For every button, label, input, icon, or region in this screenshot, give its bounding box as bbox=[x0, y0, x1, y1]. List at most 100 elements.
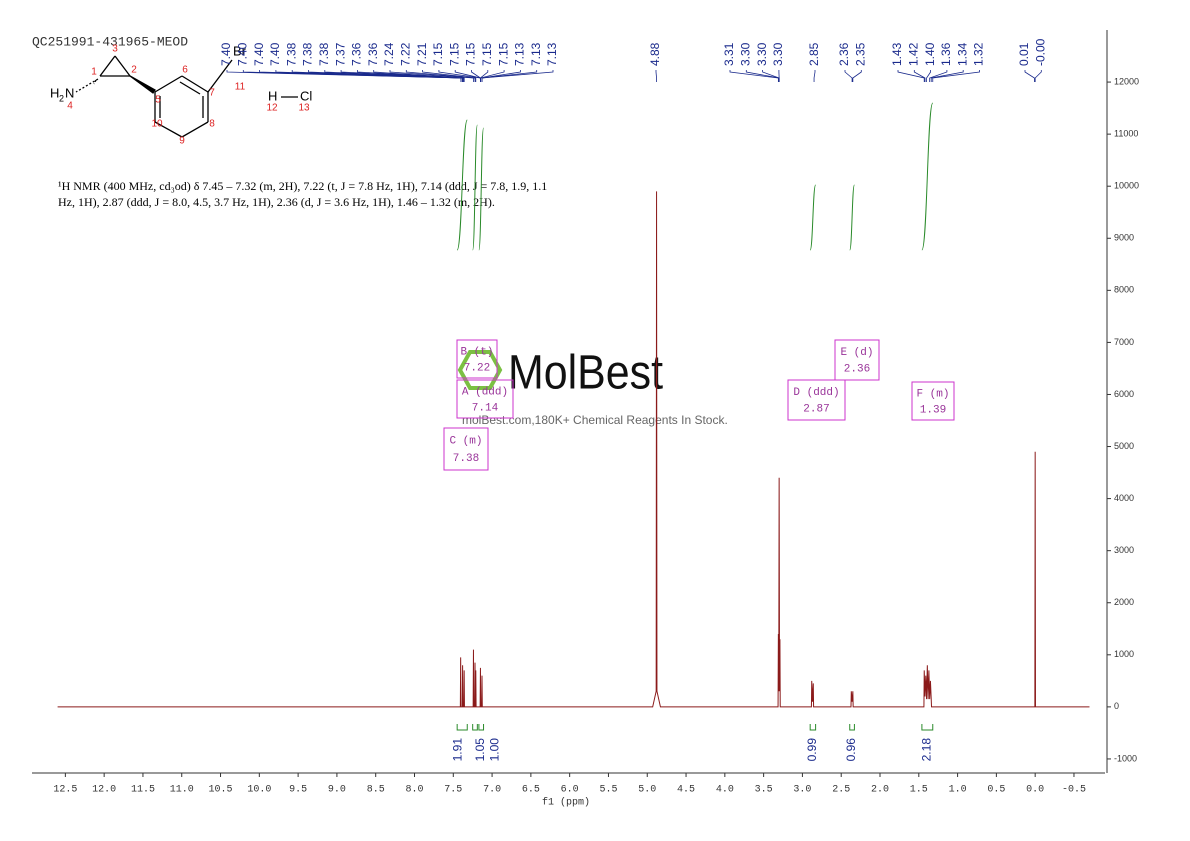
peak-connector bbox=[926, 70, 931, 82]
peak-label: 1.34 bbox=[955, 42, 969, 66]
peak-connector bbox=[932, 70, 980, 82]
atom-label: Br bbox=[233, 43, 247, 58]
atom-number: 5 bbox=[155, 95, 161, 106]
peak-label: 2.36 bbox=[837, 42, 851, 66]
multiplet-box bbox=[456, 379, 514, 419]
peak-label: 1.42 bbox=[906, 42, 920, 66]
peak-connector bbox=[897, 70, 925, 82]
y-tick-label: 6000 bbox=[1114, 389, 1134, 399]
multiplet-shift: 2.87 bbox=[803, 404, 829, 416]
structure bbox=[75, 55, 298, 138]
peak-connector bbox=[373, 70, 465, 82]
peak-connector bbox=[324, 70, 463, 82]
x-tick-label: 11.5 bbox=[131, 785, 155, 796]
y-tick-label: -1000 bbox=[1114, 753, 1137, 763]
atom-number: 1 bbox=[91, 67, 97, 78]
peak-connector bbox=[729, 70, 779, 82]
peak-connector bbox=[480, 70, 489, 82]
x-tick-label: 9.5 bbox=[289, 785, 307, 796]
peak-label: 3.30 bbox=[755, 42, 769, 66]
atom-label: H bbox=[268, 88, 277, 103]
x-tick-label: 2.0 bbox=[871, 785, 889, 796]
y-tick-label: 5000 bbox=[1114, 441, 1134, 451]
peak-label: 7.36 bbox=[350, 42, 364, 66]
peak-label: 2.85 bbox=[807, 42, 821, 66]
x-tick-label: 3.5 bbox=[755, 785, 773, 796]
multiplet-shift: 1.39 bbox=[920, 404, 946, 416]
x-tick-label: 7.5 bbox=[444, 785, 462, 796]
peak-connector bbox=[813, 70, 816, 82]
y-tick-label: 10000 bbox=[1114, 181, 1139, 191]
x-tick-label: 9.0 bbox=[328, 785, 346, 796]
integral-label: 0.99 bbox=[805, 738, 819, 762]
description-line: Hz, 1H), 2.87 (ddd, J = 8.0, 4.5, 3.7 Hz… bbox=[58, 195, 495, 209]
y-tick-label: 8000 bbox=[1114, 285, 1134, 295]
peak-connector bbox=[389, 70, 474, 82]
peak-label: 0.01 bbox=[1017, 42, 1031, 66]
peak-label: 7.13 bbox=[545, 42, 559, 66]
peak-label: 7.24 bbox=[382, 42, 396, 66]
peak-label: 7.15 bbox=[464, 42, 478, 66]
peak-label: 4.88 bbox=[648, 42, 662, 66]
atom-number: 11 bbox=[235, 82, 246, 93]
atom-number: 3 bbox=[112, 44, 118, 55]
y-tick-label: 9000 bbox=[1114, 233, 1134, 243]
atom-label: H bbox=[50, 85, 59, 100]
y-tick-label: 0 bbox=[1114, 701, 1119, 711]
multiplet-name: B (t) bbox=[460, 346, 493, 358]
multiplet-shift: 2.36 bbox=[844, 364, 870, 376]
multiplet-name: F (m) bbox=[916, 388, 949, 400]
peak-connector bbox=[405, 70, 476, 82]
peak-label: 7.15 bbox=[447, 42, 461, 66]
peak-connector bbox=[852, 70, 862, 82]
x-tick-label: 4.0 bbox=[716, 785, 734, 796]
integral-curve bbox=[478, 127, 485, 251]
peak-label: 7.38 bbox=[284, 42, 298, 66]
peak-label: 7.13 bbox=[529, 42, 543, 66]
peak-connector bbox=[1034, 70, 1042, 82]
watermark-slogan: molBest.com,180K+ Chemical Reagents In S… bbox=[462, 413, 728, 427]
peak-connector bbox=[655, 70, 657, 82]
integral-curve bbox=[849, 184, 855, 251]
integral-label: 1.00 bbox=[487, 738, 501, 762]
integral-curve bbox=[456, 119, 468, 251]
peak-label: 1.36 bbox=[939, 42, 953, 66]
integral-label: 2.18 bbox=[920, 738, 934, 762]
atom-label: Cl bbox=[300, 88, 312, 103]
x-tick-label: -0.5 bbox=[1062, 785, 1086, 796]
peak-label: 7.36 bbox=[366, 42, 380, 66]
x-tick-label: 5.0 bbox=[638, 785, 656, 796]
y-tick-label: 12000 bbox=[1114, 76, 1139, 86]
multiplet-box bbox=[787, 379, 846, 421]
peak-label: 7.21 bbox=[415, 42, 429, 66]
peak-label: 7.40 bbox=[268, 42, 282, 66]
x-tick-label: 0.5 bbox=[987, 785, 1005, 796]
integral-label: 0.96 bbox=[844, 738, 858, 762]
x-tick-label: 7.0 bbox=[483, 785, 501, 796]
x-tick-label: 0.0 bbox=[1026, 785, 1044, 796]
integral-bracket bbox=[921, 724, 934, 731]
peak-label: 7.40 bbox=[235, 42, 249, 66]
peak-label: 7.22 bbox=[398, 42, 412, 66]
peak-label: 7.40 bbox=[252, 42, 266, 66]
peak-connector bbox=[340, 70, 464, 82]
x-tick-label: 8.5 bbox=[367, 785, 385, 796]
watermark-brand: MolBest bbox=[508, 347, 663, 400]
x-axis-title: f1 (ppm) bbox=[542, 797, 590, 809]
peak-label: 7.15 bbox=[431, 42, 445, 66]
x-tick-label: 3.0 bbox=[793, 785, 811, 796]
integral-bracket bbox=[809, 724, 817, 731]
spectrum bbox=[57, 191, 1090, 708]
y-tick-label: 3000 bbox=[1114, 545, 1134, 555]
multiplet-box bbox=[443, 427, 489, 471]
atom-number: 12 bbox=[266, 103, 278, 114]
peak-connector bbox=[481, 70, 554, 82]
peak-label: 7.15 bbox=[496, 42, 510, 66]
x-tick-label: 8.0 bbox=[405, 785, 423, 796]
peak-label: 3.30 bbox=[738, 42, 752, 66]
x-tick-label: 10.5 bbox=[209, 785, 233, 796]
atom-number: 6 bbox=[182, 65, 188, 76]
y-tick-label: 2000 bbox=[1114, 597, 1134, 607]
atom-number: 8 bbox=[209, 119, 215, 130]
